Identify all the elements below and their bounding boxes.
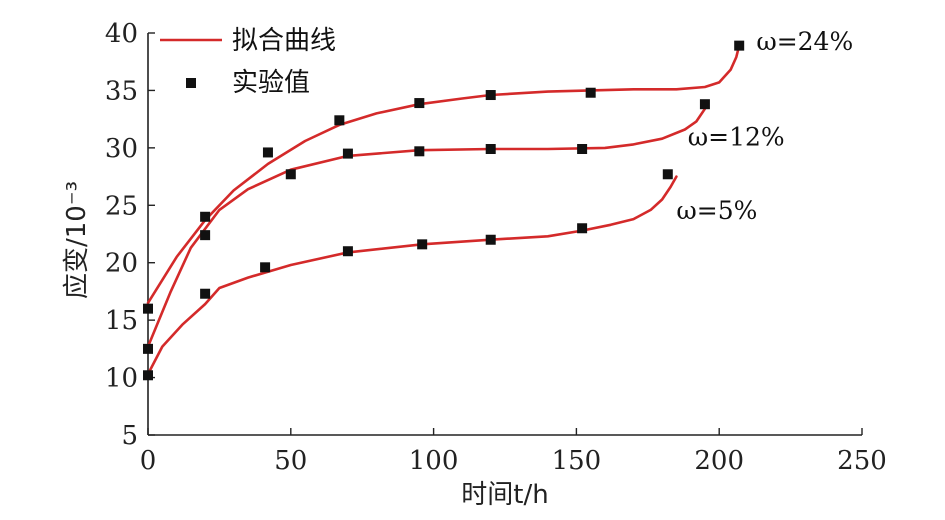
fit-line-3 xyxy=(146,175,678,376)
axes xyxy=(147,33,862,436)
data-point xyxy=(342,148,353,159)
data-point xyxy=(414,146,425,157)
data-point xyxy=(342,246,353,257)
x-tick-label: 100 xyxy=(409,446,459,476)
point-markers xyxy=(143,40,745,381)
legend-fit-label: 拟合曲线 xyxy=(232,26,336,56)
x-axis-title: 时间t/h xyxy=(461,480,548,510)
data-point xyxy=(200,211,211,222)
x-tick-label: 50 xyxy=(274,446,307,476)
data-point xyxy=(734,40,745,51)
x-ticks: 0 50 100 150 200 250 xyxy=(140,428,887,476)
data-point xyxy=(577,144,588,155)
data-point xyxy=(662,169,673,180)
y-tick-label: 25 xyxy=(105,191,138,221)
y-tick-label: 5 xyxy=(121,421,138,451)
data-point xyxy=(699,99,710,110)
series-labels: ω=24% ω=12% ω=5% xyxy=(676,27,853,225)
data-point xyxy=(485,90,496,101)
data-point xyxy=(200,288,211,299)
legend-marker-swatch xyxy=(186,78,196,88)
fit-line-2 xyxy=(146,100,710,348)
data-point xyxy=(262,147,273,158)
data-point xyxy=(577,223,588,234)
x-tick-label: 250 xyxy=(837,446,887,476)
data-point xyxy=(485,234,496,245)
y-axis-title: 应变/10⁻³ xyxy=(62,181,92,299)
data-point xyxy=(260,262,271,273)
x-tick-label: 150 xyxy=(552,446,602,476)
y-tick-label: 10 xyxy=(105,364,138,394)
y-ticks: 5 10 15 20 25 30 35 40 xyxy=(105,19,155,451)
legend: 拟合曲线 实验值 xyxy=(160,26,336,98)
y-tick-label: 15 xyxy=(105,306,138,336)
data-point xyxy=(143,303,153,314)
y-tick-label: 30 xyxy=(105,134,138,164)
fit-line-1 xyxy=(146,44,741,305)
data-point xyxy=(143,343,153,354)
data-point xyxy=(485,144,496,155)
data-point xyxy=(285,169,296,180)
data-point xyxy=(200,230,211,241)
data-point xyxy=(143,370,153,381)
y-tick-label: 40 xyxy=(105,19,138,49)
data-point xyxy=(417,239,428,250)
legend-points-label: 实验值 xyxy=(232,68,310,98)
y-tick-label: 35 xyxy=(105,76,138,106)
series-label-2: ω=12% xyxy=(688,123,785,152)
data-point xyxy=(585,87,596,98)
x-tick-label: 0 xyxy=(140,446,157,476)
y-tick-label: 20 xyxy=(105,249,138,279)
x-tick-label: 200 xyxy=(694,446,744,476)
data-point xyxy=(414,98,425,109)
series-label-3: ω=5% xyxy=(676,196,757,225)
data-point xyxy=(334,115,345,126)
series-label-1: ω=24% xyxy=(756,27,853,56)
